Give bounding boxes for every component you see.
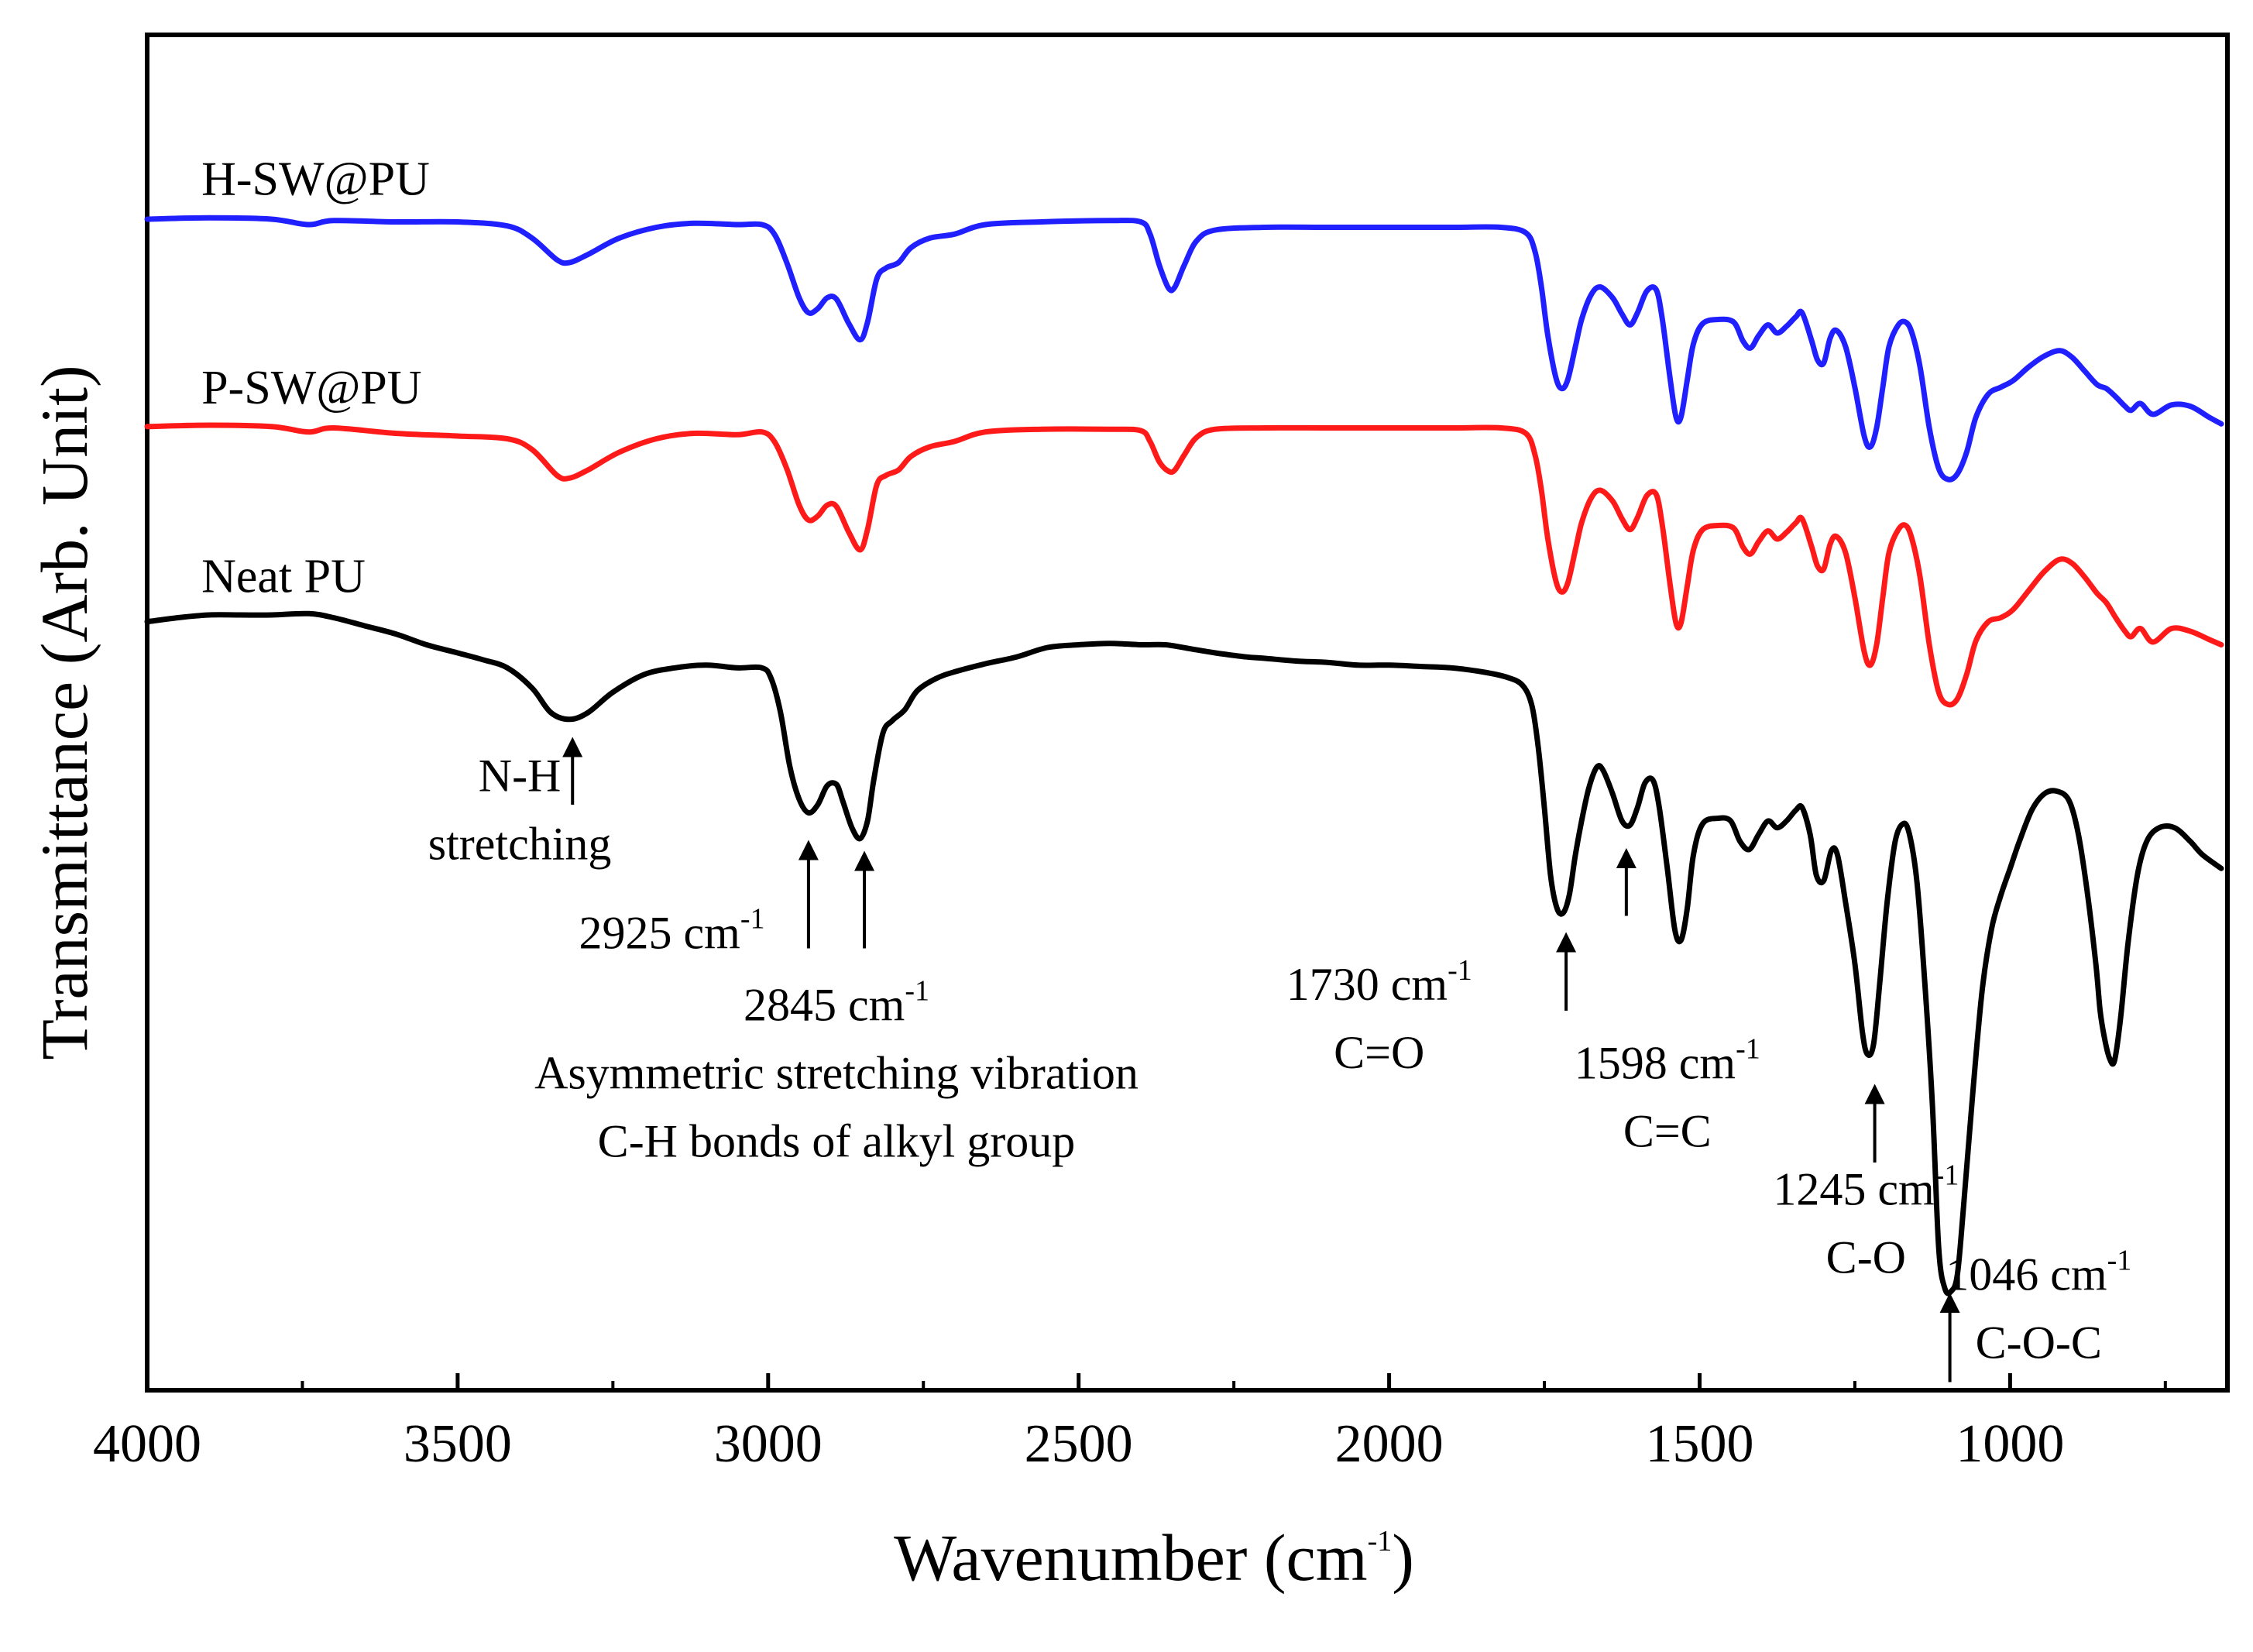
series-line-p-sw-pu bbox=[144, 422, 2224, 708]
plot-frame bbox=[145, 33, 2230, 1393]
annotation-text: C-H bonds of alkyl group bbox=[598, 1115, 1076, 1166]
annotation-text: 1730 cm-1 bbox=[1286, 954, 1472, 1010]
annotation-text: N-H bbox=[479, 750, 562, 802]
x-axis-title-close: ) bbox=[1392, 1520, 1414, 1595]
x-axis-title-sup: -1 bbox=[1368, 1525, 1393, 1558]
annotation-text: C-O bbox=[1826, 1231, 1906, 1283]
x-tick-label: 3500 bbox=[404, 1414, 512, 1474]
annotation-text: 1598 cm-1 bbox=[1575, 1033, 1760, 1089]
series-label: P-SW@PU bbox=[201, 362, 421, 414]
peak-annotation: 2925 cm-1 bbox=[579, 840, 819, 959]
x-tick-label: 1500 bbox=[1645, 1414, 1753, 1474]
annotation-text: 2845 cm-1 bbox=[744, 974, 929, 1030]
annotation-text: 1046 cm-1 bbox=[1946, 1245, 2131, 1300]
series-label-layer: H-SW@PU P-SW@PU Neat PU bbox=[201, 153, 430, 603]
series-line-h-sw-pu bbox=[144, 215, 2224, 483]
x-axis-title: Wavenumber (cm-1) bbox=[894, 1520, 1414, 1595]
annotation-text: C=O bbox=[1334, 1027, 1424, 1078]
annotation-layer: N-H stretching 2925 cm-1 2845 cm-1 Asymmetri… bbox=[428, 737, 2131, 1382]
series-layer bbox=[144, 215, 2224, 1297]
annotation-arrow-head bbox=[798, 840, 819, 860]
annotation-text: 2925 cm-1 bbox=[579, 903, 765, 959]
x-tick-label: 1000 bbox=[1956, 1414, 2064, 1474]
x-tick-label: 4000 bbox=[93, 1414, 201, 1474]
peak-annotation: 1245 cm-1 C-O bbox=[1773, 1084, 1959, 1283]
x-tick-label: 2500 bbox=[1025, 1414, 1133, 1474]
series-line-neat-pu bbox=[144, 610, 2224, 1297]
annotation-arrow-head bbox=[1616, 848, 1637, 868]
annotation-arrow-head bbox=[1556, 932, 1577, 953]
peak-annotation: 1598 cm-1 C=C bbox=[1575, 848, 1760, 1157]
peak-annotation: 2845 cm-1 Asymmetric stretching vibration… bbox=[534, 850, 1139, 1166]
x-axis-ticks: 4000 3500 3000 2500 2000 1500 1000 bbox=[93, 1373, 2167, 1474]
peak-annotation: N-H stretching bbox=[428, 737, 612, 870]
annotation-arrow-head bbox=[562, 737, 583, 757]
annotation-text: C=C bbox=[1623, 1106, 1712, 1157]
annotation-arrow-head bbox=[1939, 1293, 1960, 1313]
y-axis-title: Transmittance (Arb. Unit) bbox=[27, 365, 101, 1060]
x-axis-title-text: Wavenumber (cm bbox=[894, 1520, 1368, 1595]
annotation-arrow-head bbox=[1864, 1084, 1885, 1104]
x-tick-label: 2000 bbox=[1335, 1414, 1444, 1474]
x-tick-label: 3000 bbox=[714, 1414, 823, 1474]
annotation-text: stretching bbox=[428, 819, 612, 870]
peak-annotation: 1046 cm-1 C-O-C bbox=[1939, 1245, 2131, 1382]
annotation-text: C-O-C bbox=[1976, 1317, 2102, 1369]
annotation-arrow-head bbox=[854, 850, 875, 871]
series-label: Neat PU bbox=[201, 550, 366, 603]
peak-annotation: 1730 cm-1 C=O bbox=[1286, 932, 1577, 1078]
series-label: H-SW@PU bbox=[201, 153, 430, 206]
annotation-text: Asymmetric stretching vibration bbox=[534, 1047, 1139, 1098]
annotation-text: 1245 cm-1 bbox=[1773, 1159, 1959, 1214]
